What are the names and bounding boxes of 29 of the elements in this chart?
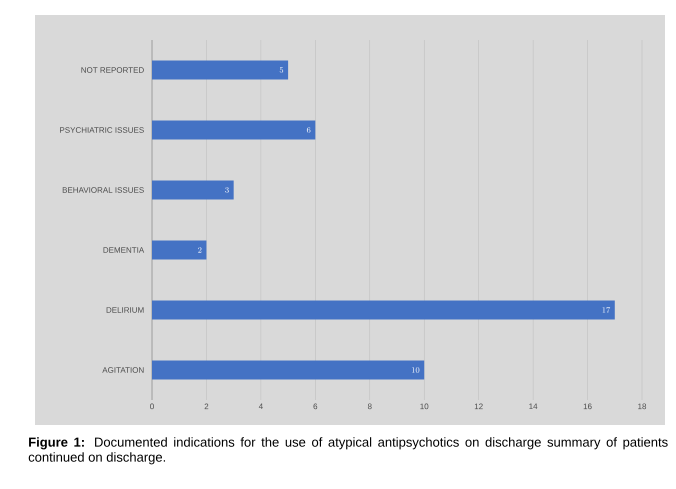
- bar: [152, 240, 206, 260]
- bar: [152, 360, 424, 380]
- x-tick-label: 10: [420, 404, 428, 410]
- x-tick-label: 6: [314, 404, 318, 410]
- y-tick-label: AGITATION: [102, 367, 144, 373]
- x-tick-label: 14: [529, 404, 538, 410]
- y-tick-label: DEMENTIA: [104, 247, 144, 253]
- text: Figure 1: Documented indications for the use of atypical antipsychotics on discharge summary of patients continued on discharge.: [28, 437, 668, 464]
- data-label: 5: [280, 67, 284, 73]
- x-tick-label: 12: [474, 404, 483, 410]
- x-tick-label: 0: [150, 404, 154, 410]
- y-tick-label: BEHAVIORAL ISSUES: [62, 187, 144, 193]
- x-tick-label: 16: [584, 404, 592, 410]
- x-tick-label: 2: [204, 404, 208, 410]
- data-label: 3: [225, 187, 229, 193]
- bar: [152, 300, 615, 320]
- bar: [152, 60, 288, 80]
- x-tick-label: 8: [368, 404, 372, 410]
- y-tick-label: DELIRIUM: [106, 307, 144, 313]
- data-label: 6: [306, 127, 310, 133]
- data-label: 17: [602, 307, 610, 313]
- x-tick-label: 18: [638, 404, 646, 410]
- data-label: 2: [198, 247, 202, 253]
- y-tick-label: NOT REPORTED: [81, 67, 144, 73]
- y-tick-label: PSYCHIATRIC ISSUES: [60, 127, 144, 133]
- bar: [152, 180, 234, 200]
- x-tick-label: 4: [258, 404, 263, 410]
- data-label: 10: [412, 367, 420, 373]
- bar: [152, 120, 316, 140]
